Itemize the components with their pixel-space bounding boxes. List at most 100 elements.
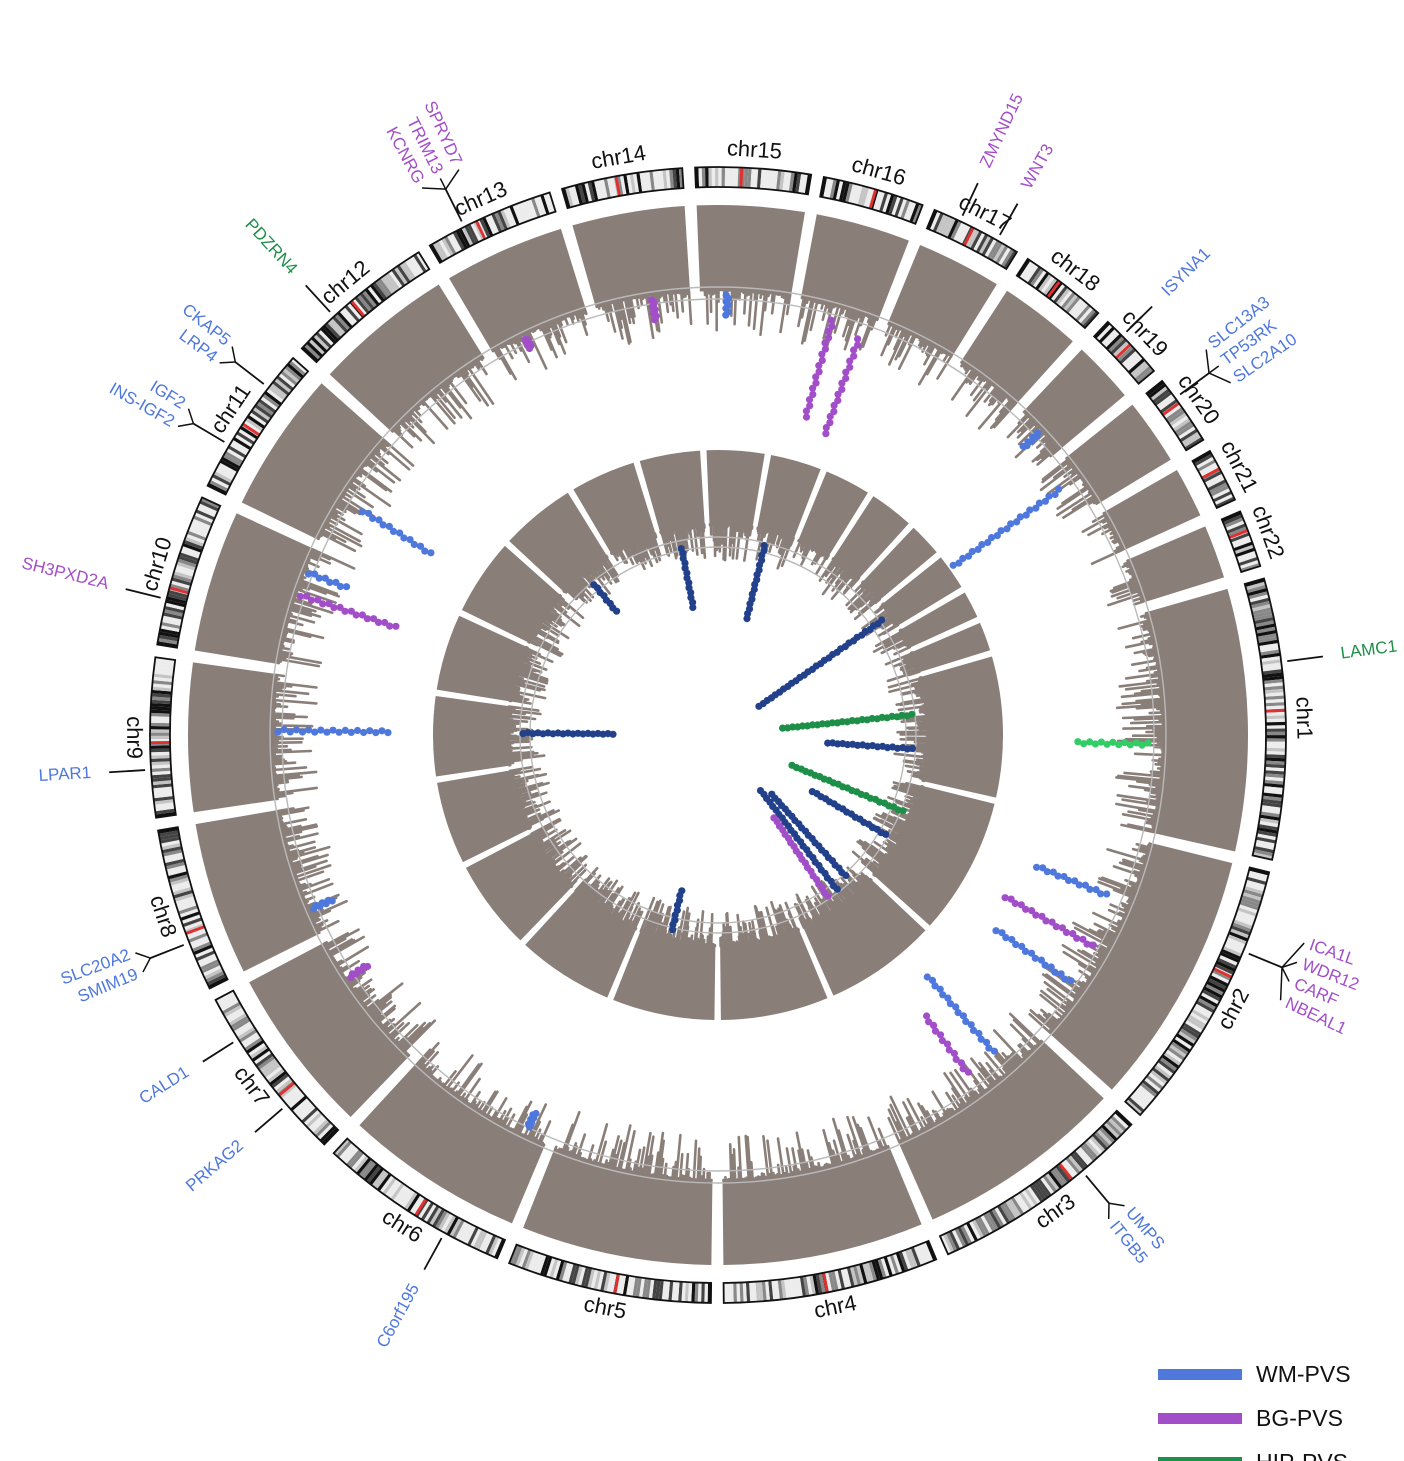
outer-hit-streak bbox=[298, 728, 307, 736]
ideogram-band bbox=[1248, 867, 1270, 876]
ideogram-band bbox=[894, 197, 904, 218]
ideogram-band bbox=[301, 346, 319, 363]
ideogram-band bbox=[1156, 393, 1175, 409]
ideogram-band bbox=[152, 783, 173, 789]
outer-hit-streak bbox=[1027, 949, 1036, 957]
ideogram-band bbox=[1262, 789, 1284, 795]
ideogram-band bbox=[1026, 1185, 1041, 1205]
ideogram-outline-chr18 bbox=[1015, 257, 1100, 330]
ideogram-band bbox=[697, 1282, 702, 1303]
chromosome-ideogram-ring bbox=[149, 166, 1287, 1304]
outer-manhattan-spikes-chr5 bbox=[553, 1110, 713, 1183]
ideogram-band bbox=[379, 1175, 395, 1194]
ideogram-band bbox=[801, 173, 808, 194]
ideogram-band bbox=[190, 521, 211, 532]
ideogram-outline-chr20 bbox=[1145, 379, 1205, 452]
ideogram-band bbox=[476, 1230, 488, 1251]
centromere-chr13 bbox=[475, 220, 487, 240]
ideogram-band bbox=[1240, 563, 1261, 573]
ideogram-band bbox=[429, 1206, 443, 1226]
ideogram-band bbox=[826, 178, 834, 199]
ideogram-band bbox=[929, 211, 941, 231]
ideogram-band bbox=[182, 917, 203, 928]
gene-label: WNT3 bbox=[1017, 141, 1057, 192]
outer-hit-streak bbox=[1013, 518, 1021, 526]
ideogram-band bbox=[945, 1232, 958, 1252]
outer-hit-streak bbox=[1089, 941, 1097, 949]
ideogram-outline-chr12 bbox=[300, 250, 431, 364]
ideogram-band bbox=[341, 307, 358, 325]
ideogram-band bbox=[761, 1280, 767, 1302]
outer-hit-streak bbox=[1017, 901, 1025, 909]
inner-manhattan-band-chr5 bbox=[613, 930, 716, 1020]
ideogram-band bbox=[1153, 1064, 1172, 1080]
outer-hit-streak bbox=[303, 592, 311, 600]
ideogram-band bbox=[267, 1068, 285, 1084]
outer-hit-streak bbox=[1054, 872, 1062, 880]
outer-hit-streak bbox=[838, 379, 846, 387]
ideogram-band bbox=[494, 1238, 505, 1259]
ideogram-band bbox=[332, 315, 349, 333]
outer-hit-streak bbox=[931, 982, 939, 990]
ideogram-band bbox=[546, 1257, 556, 1278]
ideogram-band bbox=[868, 1261, 877, 1282]
outer-manhattan-band-chr6 bbox=[359, 1062, 546, 1224]
ideogram-band bbox=[1237, 553, 1258, 564]
ideogram-band bbox=[1265, 760, 1286, 765]
ideogram-band bbox=[388, 270, 403, 289]
outer-hit-streak bbox=[1041, 497, 1049, 505]
ideogram-band bbox=[616, 175, 624, 196]
ideogram-band bbox=[1192, 1006, 1212, 1019]
outer-manhattan-band-chr5 bbox=[523, 1148, 713, 1265]
ideogram-band bbox=[1221, 949, 1241, 960]
ideogram-band bbox=[795, 172, 802, 193]
ideogram-band bbox=[199, 959, 220, 971]
inner-hit-streak bbox=[756, 787, 765, 795]
outer-hit-streak bbox=[427, 549, 435, 557]
ideogram-band bbox=[610, 176, 618, 197]
ideogram-band bbox=[1197, 997, 1217, 1011]
ideogram-band bbox=[739, 1282, 744, 1303]
ideogram-band bbox=[1016, 258, 1031, 278]
ideogram-band bbox=[1262, 669, 1283, 675]
gene-branch bbox=[445, 169, 460, 190]
ideogram-band bbox=[1134, 365, 1152, 382]
ideogram-band bbox=[180, 549, 201, 559]
ideogram-band bbox=[221, 456, 241, 470]
outer-hit-streak bbox=[311, 728, 319, 736]
ideogram-band bbox=[587, 1268, 596, 1289]
inner-manhattan-band-chr16 bbox=[757, 454, 821, 540]
ideogram-band bbox=[190, 938, 211, 949]
ideogram-band bbox=[1067, 1154, 1084, 1173]
ideogram-band bbox=[1127, 1096, 1145, 1113]
outer-manhattan-band-chr19 bbox=[1023, 349, 1125, 450]
inner-manhattan-spikes-chr18 bbox=[818, 557, 861, 600]
ideogram-band bbox=[1039, 1176, 1055, 1195]
outer-hit-streak bbox=[828, 322, 836, 330]
outer-hit-streak bbox=[1069, 930, 1077, 938]
ideogram-band bbox=[1063, 293, 1079, 312]
ideogram-band bbox=[649, 170, 655, 192]
ideogram-band bbox=[346, 1149, 362, 1167]
outer-hit-streak bbox=[292, 726, 300, 734]
ideogram-band bbox=[851, 184, 860, 205]
ideogram-band bbox=[1262, 672, 1283, 678]
ideogram-band bbox=[166, 596, 187, 605]
ideogram-outline-chr19 bbox=[1092, 320, 1156, 385]
ideogram-band bbox=[261, 1060, 280, 1076]
gene-branch bbox=[1281, 942, 1305, 968]
ideogram-band bbox=[1234, 544, 1255, 555]
inner-hit-streak bbox=[768, 790, 776, 798]
ideogram-band bbox=[1117, 345, 1134, 362]
ideogram-band bbox=[984, 238, 997, 258]
ideogram-band bbox=[1075, 304, 1091, 322]
ideogram-band bbox=[1259, 817, 1280, 825]
ideogram-band bbox=[966, 1222, 979, 1242]
inner-manhattan-band-chr4 bbox=[720, 928, 828, 1020]
ideogram-band bbox=[283, 1088, 302, 1104]
ideogram-band bbox=[774, 1279, 780, 1300]
ideogram-band bbox=[154, 802, 175, 808]
ideogram-band bbox=[298, 1104, 316, 1121]
ideogram-band bbox=[192, 515, 213, 527]
ideogram-band bbox=[1231, 535, 1251, 546]
